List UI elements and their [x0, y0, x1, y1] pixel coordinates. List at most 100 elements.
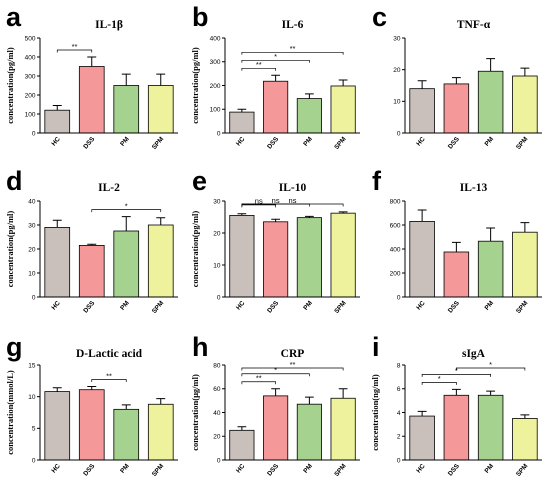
y-tick-label: 0 — [397, 130, 401, 137]
significance-bracket — [241, 367, 344, 371]
y-tick-label: 15 — [28, 362, 36, 369]
error-bar-hc — [417, 80, 427, 89]
y-tick-label: 20 — [213, 434, 221, 441]
error-bar-hc — [52, 387, 62, 392]
y-tick-label: 30 — [393, 35, 401, 42]
panel-a: a IL-1β concentration(pg/ml) 0 100 200 300 400 5… — [5, 2, 178, 151]
x-tick-label: PM — [119, 136, 131, 148]
panel-i: i sIgA concentration(ng/ml) 0 2 4 6 8 HC DSS PM SPM… — [370, 332, 542, 478]
x-tick-label: HC — [50, 463, 62, 475]
y-tick-label: 0 — [397, 294, 401, 301]
x-tick-label: HC — [415, 136, 427, 148]
bar-spm — [512, 75, 538, 134]
bar-dss — [263, 80, 289, 134]
y-tick-label: 40 — [28, 198, 36, 205]
error-bar-pm — [486, 390, 496, 396]
bar-spm — [147, 224, 174, 298]
panel-f: f IL-13 0 200 400 600 800 HC DSS PM SPM — [372, 166, 542, 315]
significance-bracket — [456, 367, 526, 371]
error-bar-pm — [486, 58, 496, 72]
error-bar-hc — [237, 108, 247, 113]
panel-title: IL-2 — [98, 182, 120, 194]
panel-title: IL-1β — [95, 19, 123, 31]
bar-spm — [512, 418, 538, 461]
error-bar-pm — [305, 215, 314, 218]
bar-spm — [147, 85, 174, 134]
panel-title: IL-10 — [279, 182, 307, 194]
error-bar-spm — [520, 67, 530, 76]
y-tick-label: 10 — [28, 394, 36, 401]
x-tick-label: PM — [302, 463, 314, 475]
panel-d: d IL-2 concentration(pg/ml) 0 10 20 30 40 HC DSS P… — [5, 166, 178, 315]
bar-pm — [296, 98, 322, 134]
bar-hc — [229, 429, 255, 461]
bar-hc — [409, 415, 435, 461]
significance-bracket — [241, 373, 310, 377]
x-tick-label: HC — [50, 300, 62, 312]
x-tick-label: SPM — [151, 300, 165, 315]
panel-title: IL-13 — [460, 182, 488, 194]
panel-letter: i — [372, 332, 380, 362]
significance-bracket — [421, 373, 491, 377]
x-tick-label: HC — [235, 300, 247, 312]
bar-pm — [296, 403, 322, 461]
x-tick-label: DSS — [447, 299, 461, 314]
significance-label: ns — [272, 196, 280, 205]
panel-letter: d — [6, 166, 23, 196]
error-bar-pm — [121, 404, 131, 410]
error-bar-dss — [451, 77, 461, 84]
y-axis-label: concentration(ng/ml) — [370, 374, 380, 451]
significance-label: ** — [106, 371, 112, 380]
bar-dss — [443, 251, 470, 298]
error-bar-pm — [305, 396, 314, 405]
bar-spm — [330, 212, 356, 298]
panel-title: TNF-α — [457, 19, 491, 31]
x-tick-label: HC — [415, 300, 427, 312]
y-axis-label: concentration(mmol/L) — [5, 370, 15, 455]
y-tick-label: 8 — [397, 362, 401, 369]
error-bar-spm — [338, 79, 348, 86]
error-bar-pm — [305, 93, 314, 99]
y-tick-label: 10 — [213, 262, 221, 269]
y-tick-label: 300 — [25, 73, 36, 80]
x-tick-label: PM — [302, 300, 314, 312]
y-tick-label: 80 — [213, 362, 221, 369]
x-tick-label: DSS — [82, 135, 96, 150]
significance-label: ** — [256, 374, 262, 383]
error-bar-spm — [156, 398, 166, 405]
bar-dss — [78, 244, 105, 298]
y-tick-label: 200 — [25, 92, 36, 99]
y-tick-label: 10 — [28, 270, 36, 277]
x-tick-label: HC — [415, 463, 427, 475]
bar-spm — [512, 231, 538, 298]
x-tick-label: DSS — [447, 462, 461, 477]
panel-b: b IL-6 concentration(pg/ml) 0 100 200 300 400 HC… — [190, 2, 360, 151]
y-tick-label: 30 — [213, 198, 221, 205]
x-tick-label: DSS — [266, 299, 280, 314]
significance-label: ** — [256, 60, 262, 69]
x-tick-label: SPM — [333, 463, 347, 478]
y-tick-label: 10 — [393, 99, 401, 106]
significance-label: ** — [290, 44, 296, 53]
error-bar-pm — [486, 227, 496, 242]
x-tick-label: PM — [119, 463, 131, 475]
significance-bracket — [91, 209, 162, 213]
bar-dss — [263, 221, 289, 298]
bar-spm — [330, 85, 356, 134]
error-bar-dss — [87, 386, 97, 390]
significance-bracket — [241, 51, 344, 55]
y-tick-label: 100 — [210, 107, 221, 114]
error-bar-pm — [121, 73, 131, 86]
error-bar-dss — [451, 388, 461, 396]
error-bar-hc — [237, 213, 247, 216]
y-tick-label: 300 — [210, 59, 221, 66]
panel-e: e IL-10 concentration(pg/ml) 0 10 20 30 HC DSS PM… — [190, 166, 360, 315]
y-tick-label: 100 — [25, 111, 36, 118]
y-tick-label: 200 — [210, 83, 221, 90]
y-tick-label: 20 — [393, 67, 401, 74]
bar-hc — [229, 111, 255, 134]
x-tick-label: SPM — [515, 136, 529, 151]
significance-bracket — [241, 59, 310, 63]
error-bar-spm — [338, 211, 348, 214]
